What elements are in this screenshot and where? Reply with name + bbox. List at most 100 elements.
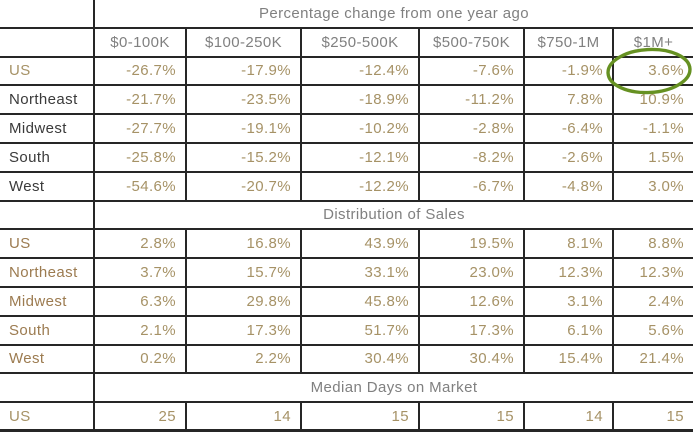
column-header: $1M+ [612, 28, 693, 56]
table-cell: -1.1% [612, 115, 693, 142]
table-cell: -18.9% [300, 86, 418, 114]
table-cell: -11.2% [418, 86, 523, 114]
table-cell: 12.3% [523, 259, 612, 286]
table-cell: 21.4% [612, 345, 693, 373]
table-cell: -12.1% [300, 143, 418, 171]
table-row: South 2.1% 17.3% 51.7% 17.3% 6.1% 5.6% [0, 316, 693, 346]
section-header-row: Distribution of Sales [0, 201, 693, 231]
section-title: Distribution of Sales [93, 201, 693, 229]
table-cell: -23.5% [185, 86, 300, 114]
section-header-row: Median Days on Market [0, 374, 693, 404]
table-cell: -6.4% [523, 115, 612, 142]
table-cell: 43.9% [300, 230, 418, 258]
table-cell: -12.4% [300, 57, 418, 85]
row-label: West [9, 177, 45, 195]
table-cell: -26.7% [93, 57, 185, 85]
table-cell: 30.4% [300, 345, 418, 373]
table-row: West -54.6% -20.7% -12.2% -6.7% -4.8% 3.0% [0, 172, 693, 202]
table-cell: 7.8% [523, 86, 612, 114]
table-cell: 15 [612, 403, 693, 429]
column-header: $500-750K [418, 28, 523, 56]
column-header-spacer [0, 29, 93, 56]
table-cell: -27.7% [93, 115, 185, 142]
table-row: Midwest -27.7% -19.1% -10.2% -2.8% -6.4% -1.1% [0, 115, 693, 144]
table-cell: 51.7% [300, 316, 418, 344]
row-label: South [9, 148, 51, 166]
table-cell: -7.6% [418, 57, 523, 85]
table-cell: 23.0% [418, 259, 523, 286]
table-cell: 3.7% [93, 259, 185, 286]
table-cell: 2.4% [612, 287, 693, 315]
table-cell: 45.8% [300, 287, 418, 315]
row-label: South [9, 321, 51, 339]
table-cell: -1.9% [523, 57, 612, 85]
table-row: Northeast 3.7% 15.7% 33.1% 23.0% 12.3% 12.3% [0, 259, 693, 288]
table-row: Midwest 6.3% 29.8% 45.8% 12.6% 3.1% 2.4% [0, 287, 693, 317]
table-cell: -2.6% [523, 143, 612, 171]
table-cell: -25.8% [93, 143, 185, 171]
row-label: Midwest [9, 120, 67, 138]
row-label: US [9, 62, 31, 80]
table-cell: 15 [300, 403, 418, 429]
table-cell: 12.6% [418, 287, 523, 315]
row-label: US [9, 235, 31, 253]
table-cell: 6.3% [93, 287, 185, 315]
table-cell: -21.7% [93, 86, 185, 114]
table-cell: -2.8% [418, 115, 523, 142]
table-cell: 2.8% [93, 230, 185, 258]
section-title: Median Days on Market [93, 374, 693, 402]
table-row: Northeast -21.7% -23.5% -18.9% -11.2% 7.8% 10.… [0, 86, 693, 116]
table-cell: 15 [418, 403, 523, 429]
table-cell: 33.1% [300, 259, 418, 286]
table-row: US 25 14 15 15 14 15 [0, 403, 693, 432]
table-cell: -15.2% [185, 143, 300, 171]
table-row: US 2.8% 16.8% 43.9% 19.5% 8.1% 8.8% [0, 230, 693, 260]
table-cell: 5.6% [612, 316, 693, 344]
table-cell: 2.1% [93, 316, 185, 344]
table-cell: -4.8% [523, 172, 612, 200]
table-cell: 17.3% [185, 316, 300, 344]
table-cell: -10.2% [300, 115, 418, 142]
column-header: $250-500K [300, 28, 418, 56]
row-label: Northeast [9, 91, 78, 109]
table-cell: 3.6% [612, 57, 693, 85]
table-cell: 3.0% [612, 172, 693, 200]
section-header-spacer [0, 0, 93, 27]
table-cell: 15.7% [185, 259, 300, 286]
table-cell: 12.3% [612, 259, 693, 286]
table-cell: -19.1% [185, 115, 300, 142]
section-header-spacer [0, 202, 93, 229]
table-row: South -25.8% -15.2% -12.1% -8.2% -2.6% 1.5% [0, 143, 693, 173]
row-label: Midwest [9, 292, 67, 310]
table-cell: 14 [185, 403, 300, 429]
table-cell: 30.4% [418, 345, 523, 373]
table-cell: -54.6% [93, 172, 185, 200]
table-cell: 29.8% [185, 287, 300, 315]
table-cell: 1.5% [612, 143, 693, 171]
table-cell: 6.1% [523, 316, 612, 344]
table-cell: 15.4% [523, 345, 612, 373]
table-cell: -8.2% [418, 143, 523, 171]
section-header-spacer [0, 374, 93, 401]
table-cell: 25 [93, 403, 185, 429]
table-row: West 0.2% 2.2% 30.4% 30.4% 15.4% 21.4% [0, 345, 693, 375]
table-cell: 3.1% [523, 287, 612, 315]
table-cell: 2.2% [185, 345, 300, 373]
table-row: US -26.7% -17.9% -12.4% -7.6% -1.9% 3.6% [0, 57, 693, 87]
row-label: Northeast [9, 264, 78, 282]
table-cell: 16.8% [185, 230, 300, 258]
table-cell: -20.7% [185, 172, 300, 200]
table-cell: 17.3% [418, 316, 523, 344]
column-header: $0-100K [93, 28, 185, 56]
table-cell: -12.2% [300, 172, 418, 200]
table-cell: 8.8% [612, 230, 693, 258]
table-cell: 14 [523, 403, 612, 429]
column-header: $100-250K [185, 28, 300, 56]
section-header-row: Percentage change from one year ago [0, 0, 693, 29]
row-label: West [9, 350, 45, 368]
column-header-row: $0-100K $100-250K $250-500K $500-750K $750-1… [0, 28, 693, 58]
row-label: US [9, 407, 31, 425]
column-header: $750-1M [523, 28, 612, 56]
